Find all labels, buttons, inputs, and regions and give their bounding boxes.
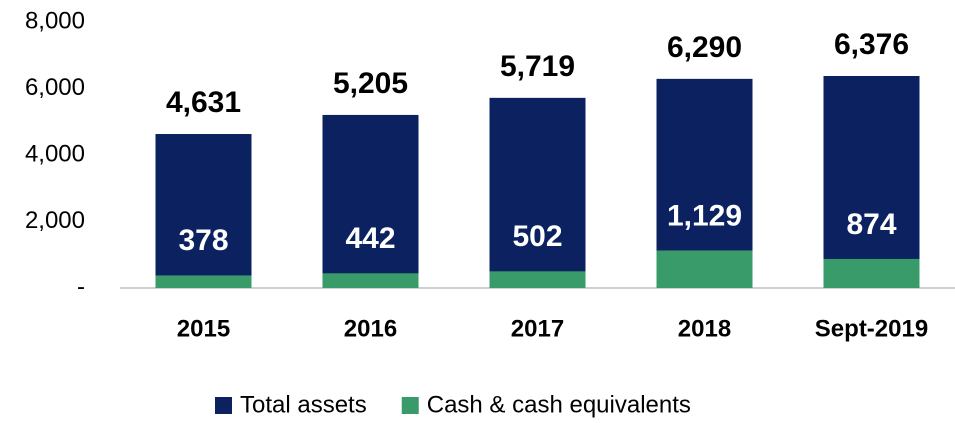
bar bbox=[489, 97, 586, 288]
data-label: 1,129 bbox=[667, 199, 742, 232]
data-label: 4,631 bbox=[166, 86, 241, 119]
x-tick-label: Sept-2019 bbox=[815, 315, 928, 342]
y-tick-label: - bbox=[77, 273, 85, 300]
x-tick-label: 2015 bbox=[177, 315, 230, 342]
legend-swatch bbox=[401, 397, 419, 414]
legend-label: Cash & cash equivalents bbox=[427, 391, 691, 418]
bar bbox=[322, 273, 419, 288]
data-label: 874 bbox=[846, 208, 896, 241]
legend-label: Total assets bbox=[240, 391, 367, 418]
x-tick-label: 2016 bbox=[344, 315, 397, 342]
data-label: 5,205 bbox=[333, 67, 408, 100]
legend-swatch bbox=[215, 397, 232, 414]
bar bbox=[489, 271, 586, 288]
bar bbox=[322, 114, 419, 288]
data-label: 378 bbox=[178, 224, 228, 257]
y-tick-label: 8,000 bbox=[25, 7, 85, 34]
data-label: 6,290 bbox=[667, 31, 742, 64]
bar bbox=[823, 258, 920, 288]
y-tick-label: 6,000 bbox=[25, 74, 85, 101]
bar bbox=[823, 75, 920, 288]
y-tick-label: 4,000 bbox=[25, 140, 85, 167]
x-tick-label: 2017 bbox=[511, 315, 564, 342]
x-tick-label: 2018 bbox=[678, 315, 731, 342]
data-label: 502 bbox=[512, 220, 562, 253]
y-tick-label: 2,000 bbox=[25, 207, 85, 234]
data-label: 442 bbox=[345, 222, 395, 255]
data-label: 6,376 bbox=[834, 28, 909, 61]
bar bbox=[656, 250, 753, 288]
data-label: 5,719 bbox=[500, 50, 575, 83]
bar bbox=[155, 134, 252, 288]
bar bbox=[155, 275, 252, 288]
